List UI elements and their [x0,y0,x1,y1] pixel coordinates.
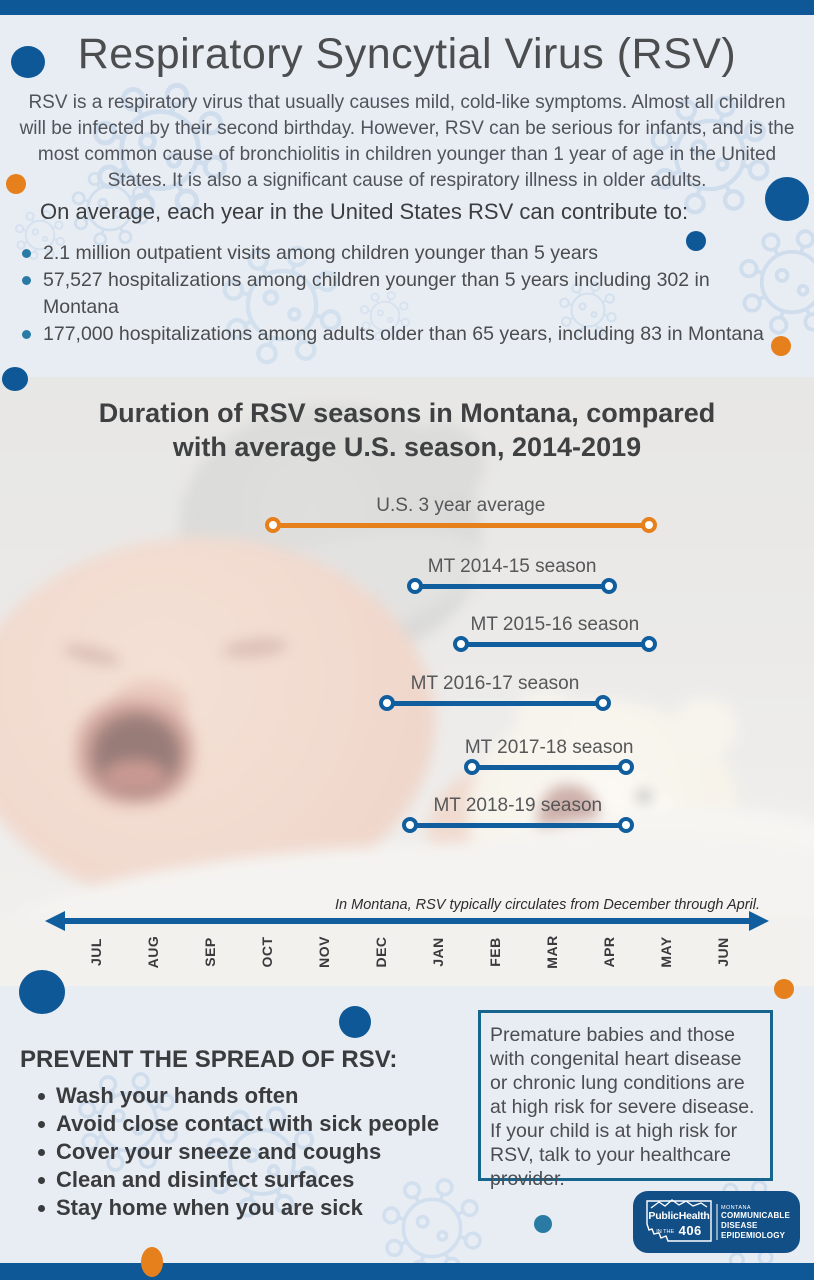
series-line [472,764,627,770]
title-bullet-dot [11,46,45,78]
month-axis-arrow [45,911,769,931]
intro-paragraph: RSV is a respiratory virus that usually … [19,92,795,191]
dark-blue-decor-circle [339,1006,371,1038]
series-label: MT 2016-17 season [410,673,580,694]
top-border-bar [0,0,814,15]
prevention-item: Avoid close contact with sick people [36,1110,476,1138]
baby-face [0,537,435,907]
month-tick-label: APR [601,936,617,968]
prevention-item: Wash your hands often [36,1082,476,1110]
dark-blue-decor-circle [19,970,65,1014]
orange-decor-circle [141,1247,163,1277]
public-health-406-logo: PublicHealth IN THE 406 MONTANA COMMUNIC… [633,1191,800,1253]
orange-decor-circle [774,979,794,999]
chart-title-line1: Duration of RSV seasons in Montana, comp… [98,398,716,428]
month-tick-label: MAR [544,935,560,969]
month-tick-label: NOV [316,936,332,968]
stat-item: 177,000 hospitalizations among adults ol… [22,321,770,348]
prevention-item: Cover your sneeze and coughs [36,1138,476,1166]
chart-title: Duration of RSV seasons in Montana, comp… [40,396,774,464]
logo-in-the-406: IN THE 406 [656,1223,702,1238]
stats-heading: On average, each year in the United Stat… [40,199,689,224]
high-risk-callout-box: Premature babies and those with congenit… [478,1010,773,1190]
series-label: MT 2014-15 season [427,556,597,577]
month-tick-label: JAN [430,937,446,967]
dark-blue-decor-circle [2,367,28,391]
series-line [386,700,604,706]
month-tick-label: SEP [202,937,218,967]
month-tick-label: FEB [487,937,503,967]
series-endpoint-start [264,517,281,533]
series-label: MT 2018-19 season [433,795,603,816]
logo-org-text: MONTANA COMMUNICABLE DISEASE EPIDEMIOLOG… [721,1205,791,1240]
chart-annotation: In Montana, RSV typically circulates fro… [335,897,760,913]
prevention-heading: PREVENT THE SPREAD OF RSV: [20,1046,398,1073]
series-line [460,641,649,647]
logo-publichealth-text: PublicHealth [648,1210,710,1222]
series-endpoint-start [464,759,481,775]
prevention-item: Clean and disinfect surfaces [36,1166,476,1194]
series-endpoint-start [452,636,469,652]
month-tick-label: JUL [88,938,104,966]
prevention-item: Stay home when you are sick [36,1194,476,1222]
stat-item: 2.1 million outpatient visits among chil… [22,240,770,267]
series-endpoint-end [640,636,657,652]
orange-decor-circle [6,174,26,194]
series-endpoint-start [407,578,424,594]
series-endpoint-end [618,817,635,833]
series-line [409,822,627,828]
stats-list: 2.1 million outpatient visits among chil… [22,240,770,348]
photo-white-wash-overlay [0,377,814,986]
series-endpoint-start [401,817,418,833]
month-tick-label: DEC [373,936,389,968]
series-endpoint-end [601,578,617,594]
chart-title-line2: with average U.S. season, 2014-2019 [172,432,642,462]
series-endpoint-start [378,695,395,711]
high-risk-text: Premature babies and those with congenit… [490,1024,755,1190]
series-label: U.S. 3 year average [376,495,546,516]
series-label: MT 2015-16 season [470,614,640,635]
series-endpoint-end [618,759,635,775]
month-tick-label: AUG [145,935,161,969]
teal-decor-circle [534,1215,552,1233]
month-tick-label: OCT [259,936,275,968]
page-title: Respiratory Syncytial Virus (RSV) [77,30,737,78]
series-line [272,522,649,528]
month-tick-label: MAY [658,936,674,968]
dark-blue-decor-circle [686,231,706,251]
series-endpoint-end [595,695,612,711]
month-tick-label: JUN [715,937,731,967]
baby-photo-illustration [0,377,814,986]
prevention-list: Wash your hands often Avoid close contact… [36,1082,476,1222]
bottom-border-bar [0,1263,814,1280]
baby-photo [0,377,814,986]
dark-blue-decor-circle [765,177,809,221]
series-label: MT 2017-18 season [464,737,634,758]
series-line [415,583,609,589]
series-endpoint-end [640,517,657,533]
orange-decor-circle [771,336,791,356]
stat-item: 57,527 hospitalizations among children y… [22,267,770,321]
